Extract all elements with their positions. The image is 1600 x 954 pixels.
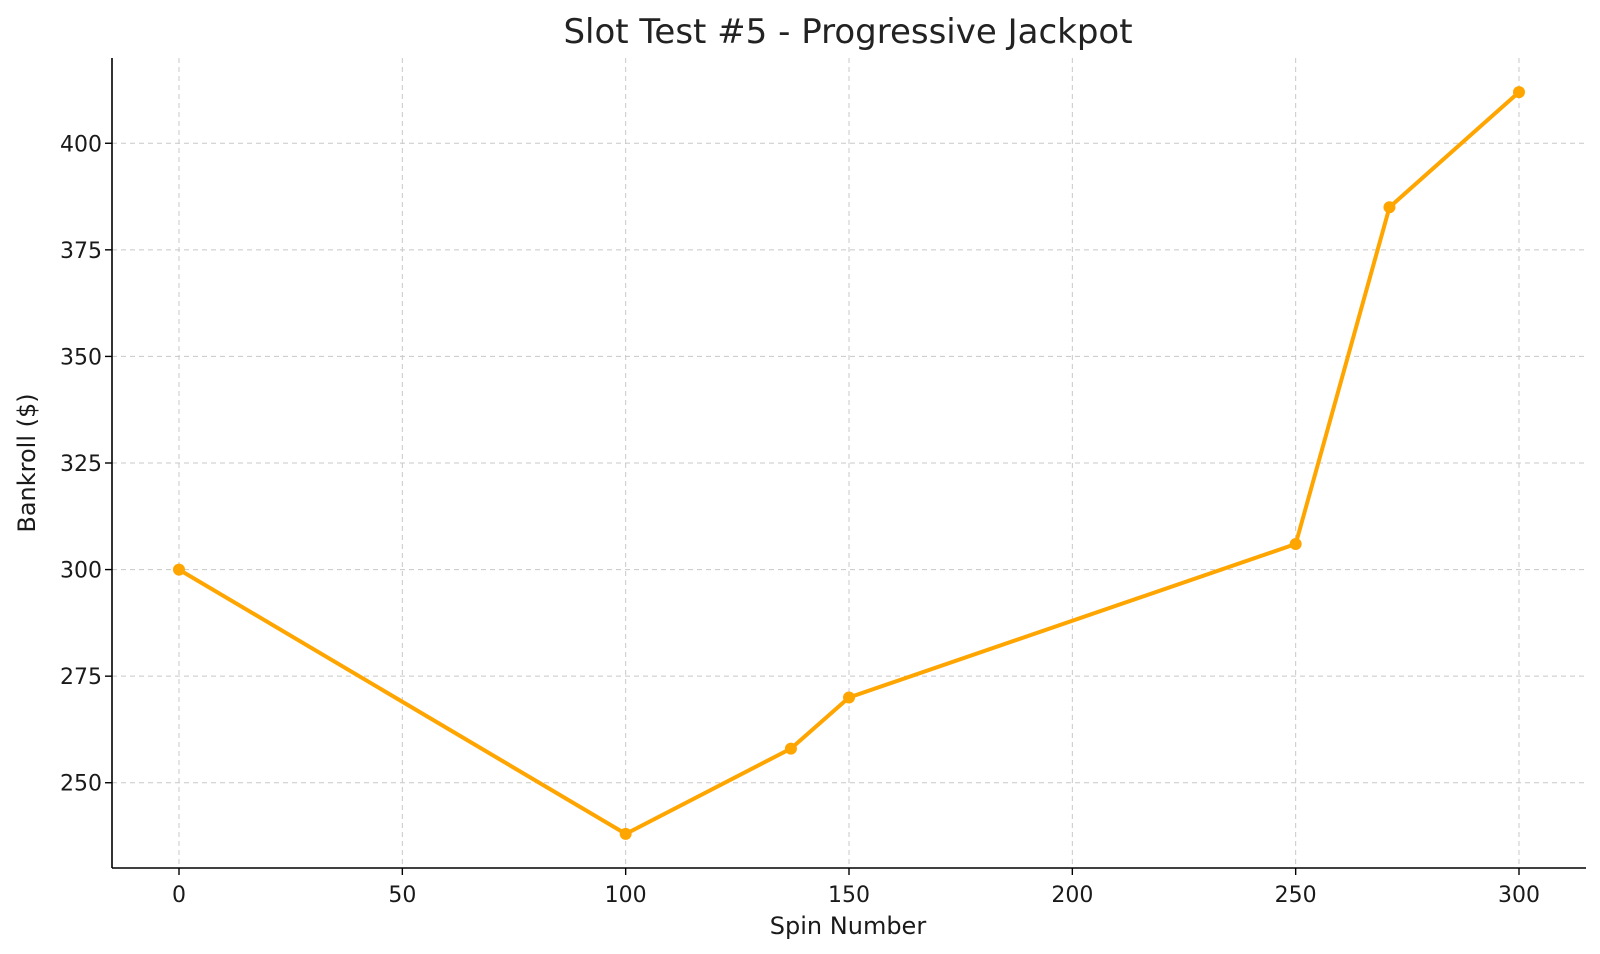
y-tick-label: 250 <box>60 772 102 797</box>
grid <box>112 58 1586 868</box>
x-tick-label: 300 <box>1498 883 1540 908</box>
y-tick-label: 300 <box>60 559 102 584</box>
data-point <box>1383 201 1396 214</box>
x-tick-label: 200 <box>1051 883 1093 908</box>
y-axis-title: Bankroll ($) <box>13 393 41 532</box>
x-tick-label: 50 <box>388 883 416 908</box>
data-point <box>784 742 797 755</box>
ticks: 0 50 100 150 200 250 300 250 275 300 325 350 375 400 <box>60 132 1540 908</box>
y-tick-label: 350 <box>60 345 102 370</box>
y-tick-label: 375 <box>60 239 102 264</box>
series-layer <box>173 86 1525 840</box>
data-point <box>1289 538 1302 550</box>
x-axis-title: Spin Number <box>770 912 927 940</box>
y-tick-label: 400 <box>60 132 102 157</box>
x-tick-label: 100 <box>605 883 647 908</box>
x-tick-label: 250 <box>1275 883 1317 908</box>
data-point <box>1513 86 1525 99</box>
y-tick-label: 325 <box>60 452 102 477</box>
data-point <box>843 691 855 704</box>
chart-title: Slot Test #5 - Progressive Jackpot <box>563 12 1132 52</box>
y-tick-label: 275 <box>60 665 102 690</box>
data-point <box>619 827 632 840</box>
x-tick-label: 150 <box>828 883 870 908</box>
data-point <box>173 563 185 576</box>
x-tick-label: 0 <box>172 883 186 908</box>
